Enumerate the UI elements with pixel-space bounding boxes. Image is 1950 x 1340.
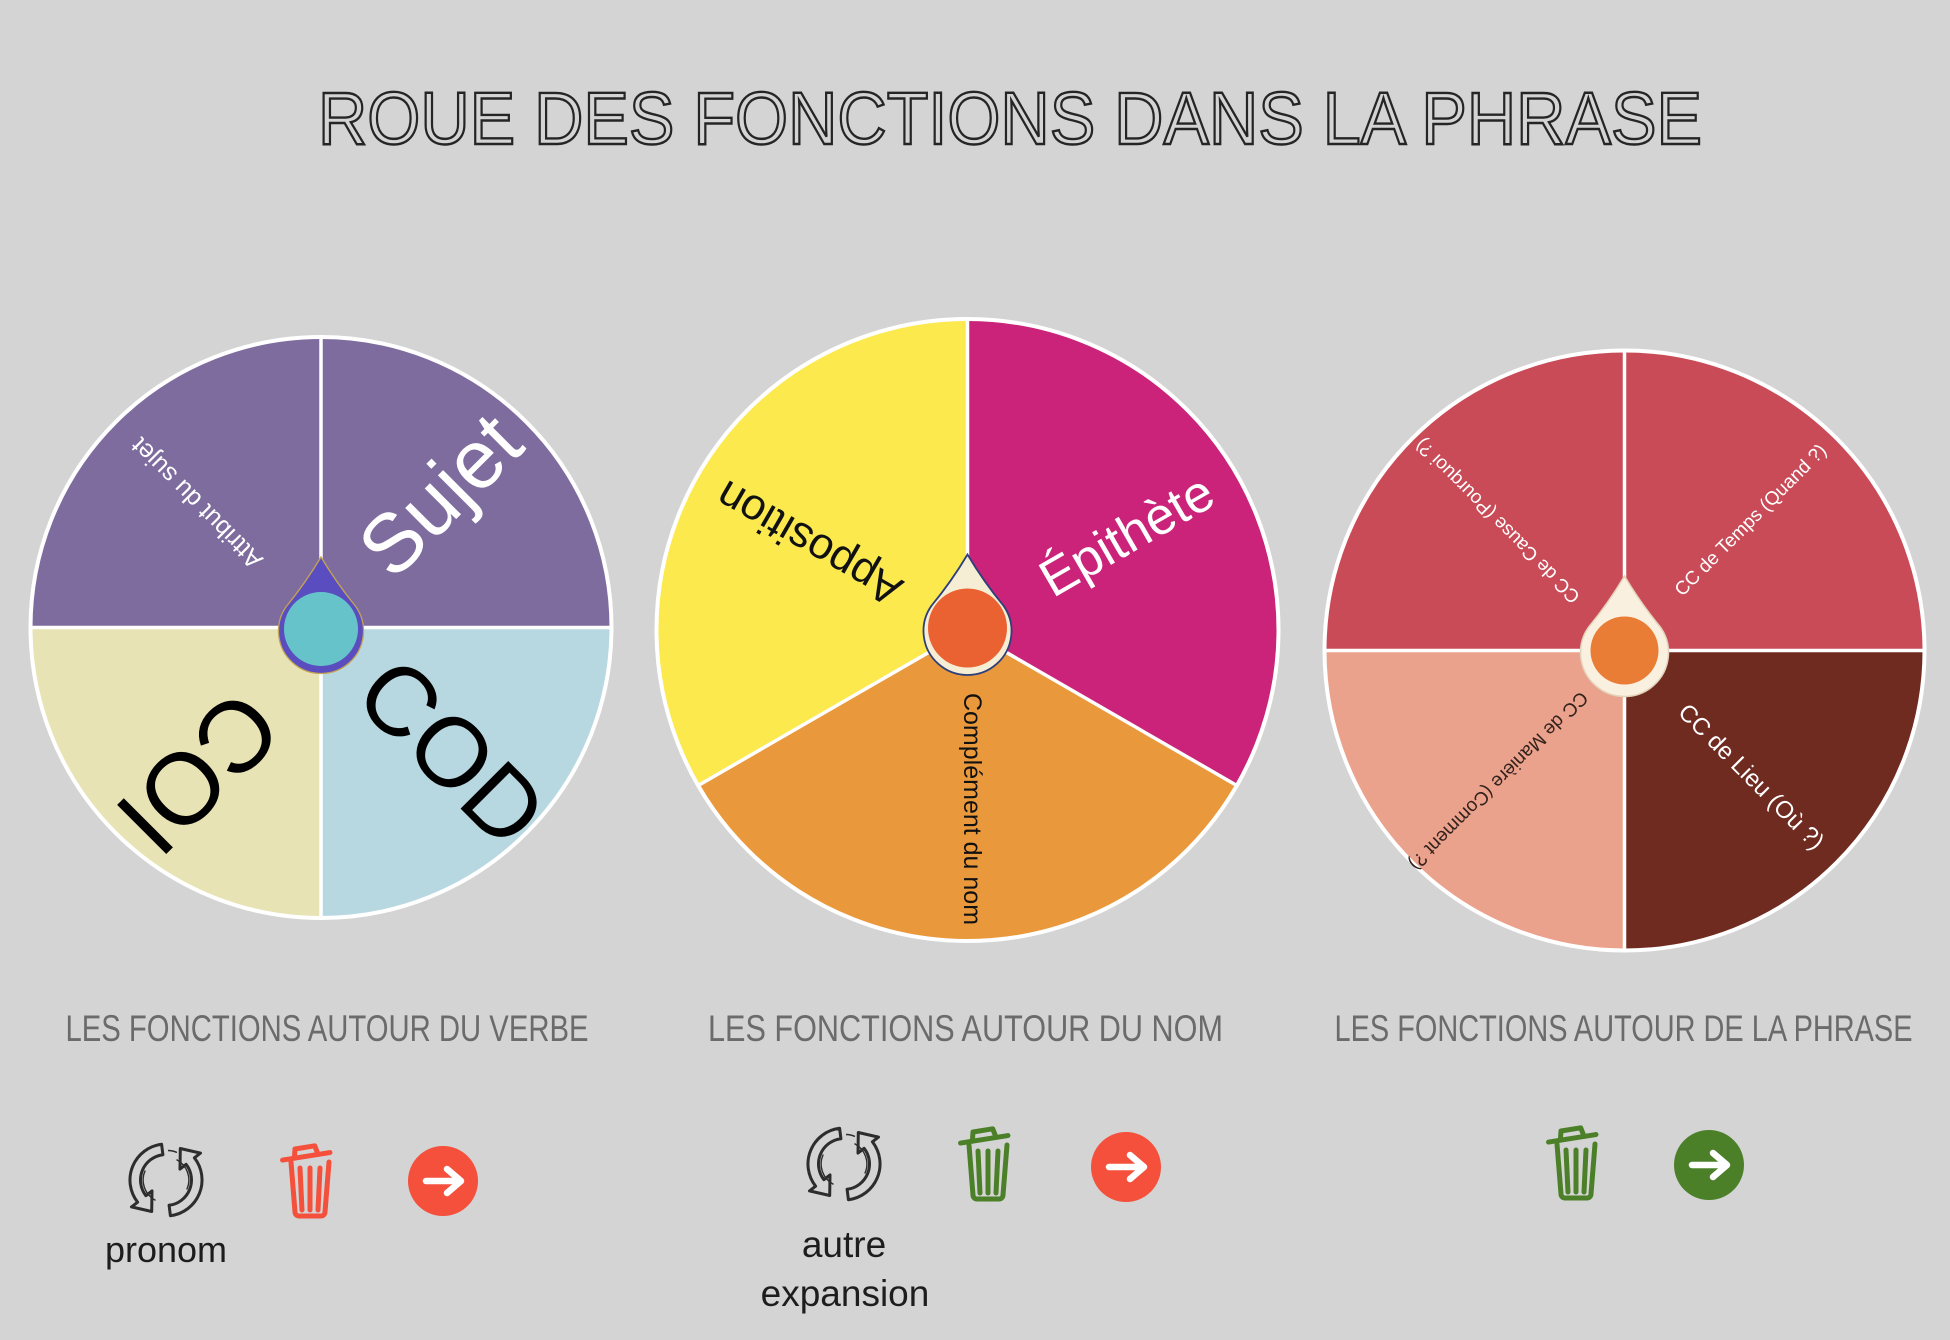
svg-text:LES FONCTIONS AUTOUR DU NOM: LES FONCTIONS AUTOUR DU NOM bbox=[708, 1008, 1223, 1049]
svg-text:Complément du nom: Complément du nom bbox=[958, 693, 986, 925]
svg-text:LES FONCTIONS AUTOUR DU VERBE: LES FONCTIONS AUTOUR DU VERBE bbox=[66, 1008, 589, 1049]
svg-text:LES FONCTIONS AUTOUR DE LA PHR: LES FONCTIONS AUTOUR DE LA PHRASE bbox=[1335, 1008, 1913, 1049]
svg-text:expansion: expansion bbox=[761, 1273, 930, 1314]
svg-text:ROUE DES FONCTIONS DANS LA PHR: ROUE DES FONCTIONS DANS LA PHRASE bbox=[318, 77, 1702, 160]
svg-text:autre: autre bbox=[802, 1224, 886, 1265]
svg-text:pronom: pronom bbox=[105, 1229, 227, 1270]
